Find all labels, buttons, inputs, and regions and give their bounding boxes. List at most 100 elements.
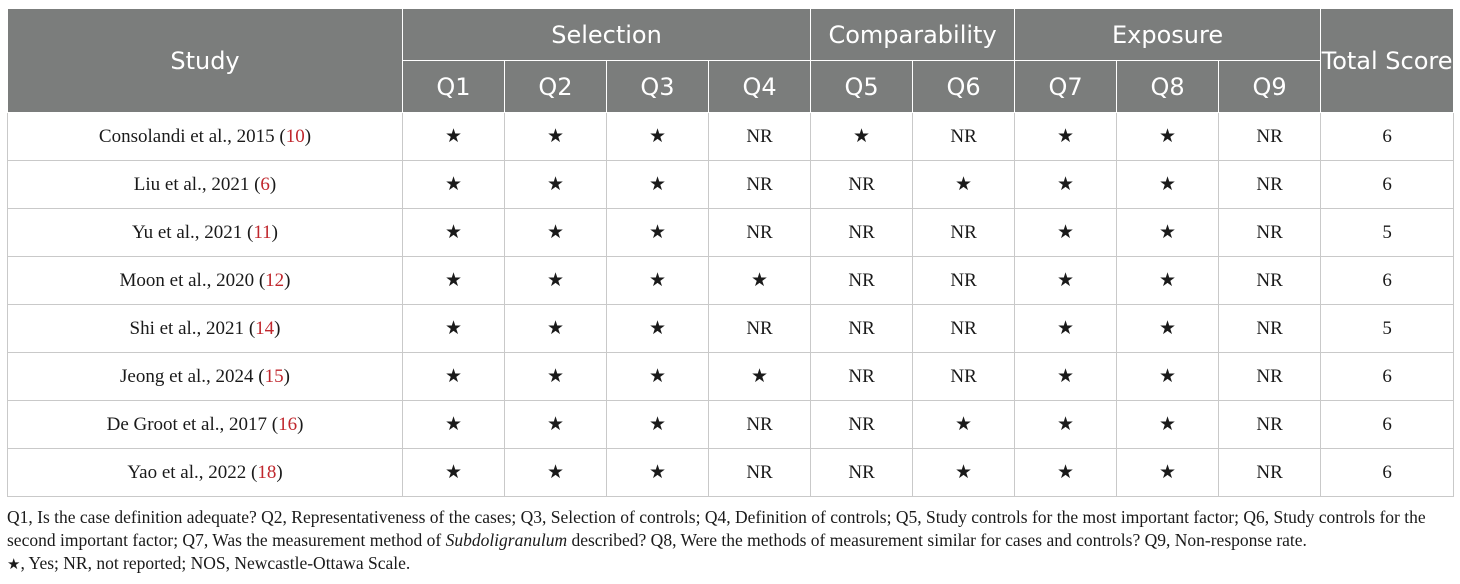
star-icon: ★: [7, 555, 21, 573]
total-score-cell: 6: [1320, 256, 1455, 305]
not-reported-cell: NR: [1218, 112, 1322, 161]
not-reported-cell: NR: [707, 112, 812, 161]
not-reported-cell: NR: [1218, 160, 1322, 209]
study-name: Yao et al., 2022: [127, 461, 247, 483]
total-score-cell: 6: [1320, 112, 1455, 161]
reference-link[interactable]: 6: [260, 173, 270, 195]
q6-header: Q6: [912, 60, 1016, 113]
table-row: Jeong et al., 2024 (15) ★ ★ ★ ★ NR NR ★ ★ NR 6: [7, 352, 1455, 401]
star-cell: ★: [402, 256, 505, 305]
exposure-group-header: Exposure: [1014, 8, 1322, 61]
study-name: Shi et al., 2021: [129, 317, 245, 339]
total-score-cell: 6: [1320, 352, 1455, 401]
not-reported-cell: NR: [1218, 304, 1322, 353]
study-name: Yu et al., 2021: [132, 221, 243, 243]
not-reported-cell: NR: [810, 256, 914, 305]
star-cell: ★: [504, 160, 607, 209]
nos-quality-table: Study Selection Comparability Exposure T…: [7, 8, 1455, 497]
star-cell: ★: [606, 352, 709, 401]
not-reported-cell: NR: [810, 448, 914, 497]
reference-link[interactable]: 14: [255, 317, 275, 339]
not-reported-cell: NR: [707, 448, 812, 497]
star-cell: ★: [402, 304, 505, 353]
star-cell: ★: [402, 352, 505, 401]
study-cell: Liu et al., 2021 (6): [7, 160, 403, 209]
table-body: Consolandi et al., 2015 (10) ★ ★ ★ NR ★ NR ★ ★ NR…: [7, 112, 1455, 497]
study-cell: Jeong et al., 2024 (15): [7, 352, 403, 401]
not-reported-cell: NR: [810, 160, 914, 209]
q1-header: Q1: [402, 60, 505, 113]
not-reported-cell: NR: [912, 208, 1016, 257]
study-name: Moon et al., 2020: [119, 269, 255, 291]
not-reported-cell: NR: [707, 208, 812, 257]
star-cell: ★: [810, 112, 914, 161]
table-row: Yu et al., 2021 (11) ★ ★ ★ NR NR NR ★ ★ NR 5: [7, 208, 1455, 257]
star-cell: ★: [504, 400, 607, 449]
star-cell: ★: [1116, 160, 1220, 209]
study-name: Consolandi et al., 2015: [98, 125, 275, 147]
star-cell: ★: [402, 160, 505, 209]
reference-link[interactable]: 18: [257, 461, 277, 483]
table-row: Yao et al., 2022 (18) ★ ★ ★ NR NR ★ ★ ★ NR 6: [7, 448, 1455, 497]
table-row: Consolandi et al., 2015 (10) ★ ★ ★ NR ★ NR ★ ★ NR…: [7, 112, 1455, 161]
not-reported-cell: NR: [810, 352, 914, 401]
reference-link[interactable]: 12: [265, 269, 285, 291]
star-cell: ★: [1014, 160, 1118, 209]
study-name: Liu et al., 2021: [133, 173, 250, 195]
not-reported-cell: NR: [1218, 352, 1322, 401]
total-score-header: Total Score: [1320, 8, 1455, 113]
star-cell: ★: [1014, 448, 1118, 497]
study-cell: Shi et al., 2021 (14): [7, 304, 403, 353]
reference-link[interactable]: 10: [285, 125, 305, 147]
star-cell: ★: [1116, 208, 1220, 257]
star-cell: ★: [606, 448, 709, 497]
footnote-genus: Subdoligranulum: [445, 530, 568, 550]
star-cell: ★: [912, 160, 1016, 209]
star-cell: ★: [1116, 400, 1220, 449]
not-reported-cell: NR: [810, 208, 914, 257]
not-reported-cell: NR: [1218, 208, 1322, 257]
study-cell: Yu et al., 2021 (11): [7, 208, 403, 257]
star-cell: ★: [1116, 112, 1220, 161]
star-cell: ★: [912, 400, 1016, 449]
total-score-cell: 5: [1320, 208, 1455, 257]
star-cell: ★: [1014, 112, 1118, 161]
q3-header: Q3: [606, 60, 709, 113]
study-name: Jeong et al., 2024: [120, 365, 254, 387]
star-cell: ★: [606, 208, 709, 257]
table-row: De Groot et al., 2017 (16) ★ ★ ★ NR NR ★ ★ ★ NR 6: [7, 400, 1455, 449]
q7-header: Q7: [1014, 60, 1118, 113]
not-reported-cell: NR: [1218, 400, 1322, 449]
selection-group-header: Selection: [401, 8, 812, 61]
star-cell: ★: [1014, 352, 1118, 401]
reference-link[interactable]: 15: [264, 365, 284, 387]
study-column-header: Study: [7, 8, 403, 113]
q9-header: Q9: [1218, 60, 1322, 113]
total-score-cell: 6: [1320, 160, 1455, 209]
star-cell: ★: [1014, 304, 1118, 353]
not-reported-cell: NR: [707, 304, 812, 353]
not-reported-cell: NR: [912, 352, 1016, 401]
q8-header: Q8: [1116, 60, 1220, 113]
study-cell: Consolandi et al., 2015 (10): [7, 112, 403, 161]
star-cell: ★: [504, 256, 607, 305]
star-cell: ★: [707, 352, 812, 401]
star-cell: ★: [1116, 352, 1220, 401]
comparability-group-header: Comparability: [810, 8, 1016, 61]
star-cell: ★: [606, 304, 709, 353]
table-header: Study Selection Comparability Exposure T…: [7, 8, 1455, 113]
star-cell: ★: [1116, 304, 1220, 353]
reference-link[interactable]: 16: [278, 413, 298, 435]
star-cell: ★: [504, 448, 607, 497]
q4-header: Q4: [707, 60, 812, 113]
not-reported-cell: NR: [810, 304, 914, 353]
star-cell: ★: [402, 208, 505, 257]
not-reported-cell: NR: [1218, 256, 1322, 305]
star-cell: ★: [504, 352, 607, 401]
study-cell: Moon et al., 2020 (12): [7, 256, 403, 305]
star-cell: ★: [1014, 256, 1118, 305]
reference-link[interactable]: 11: [253, 221, 272, 243]
not-reported-cell: NR: [912, 112, 1016, 161]
not-reported-cell: NR: [810, 400, 914, 449]
study-name: De Groot et al., 2017: [106, 413, 267, 435]
